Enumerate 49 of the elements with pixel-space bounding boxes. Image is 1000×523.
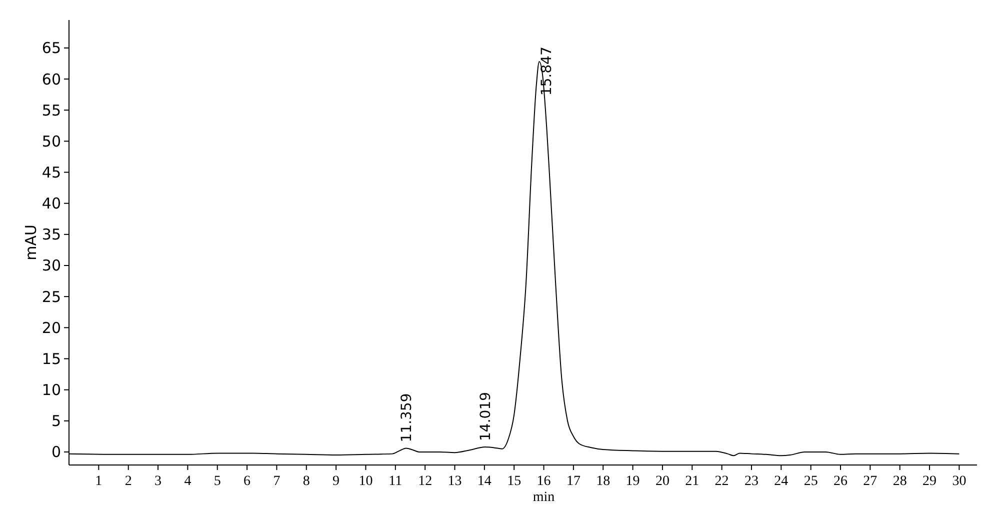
x-tick-label: 3 bbox=[154, 474, 162, 489]
x-tick-label: 28 bbox=[892, 474, 907, 489]
x-tick-label: 19 bbox=[626, 474, 640, 489]
x-tick-label: 12 bbox=[418, 474, 432, 489]
y-tick-label: 60 bbox=[42, 70, 61, 88]
x-tick-label: 26 bbox=[834, 474, 848, 489]
x-tick-label: 16 bbox=[536, 474, 551, 489]
y-tick-label: 20 bbox=[42, 318, 61, 337]
x-tick-label: 8 bbox=[302, 474, 310, 489]
annotation: 11.359 bbox=[399, 393, 416, 442]
x-tick-label: 17 bbox=[566, 474, 580, 489]
x-tick-label: 25 bbox=[804, 474, 818, 489]
y-tick-label: 25 bbox=[42, 288, 61, 306]
x-tick-label: 14 bbox=[477, 474, 492, 489]
x-tick-label: 1 bbox=[95, 474, 102, 489]
x-tick-label: 27 bbox=[863, 474, 878, 489]
x-tick-label: 11 bbox=[388, 474, 402, 489]
y-tick-label: 65 bbox=[42, 39, 61, 58]
x-tick-label: 24 bbox=[774, 474, 788, 489]
x-tick-label: 2 bbox=[124, 474, 132, 489]
x-tick-label: 7 bbox=[273, 474, 280, 489]
y-tick-label: 40 bbox=[42, 194, 61, 213]
y-tick-label: 45 bbox=[42, 164, 61, 182]
x-tick-label: 10 bbox=[358, 474, 373, 489]
x-tick-label: 23 bbox=[744, 474, 758, 489]
x-tick-label: 6 bbox=[244, 474, 251, 489]
y-tick-label: 10 bbox=[42, 381, 61, 400]
y-axis-title: mAU bbox=[22, 224, 40, 260]
y-tick-label: 5 bbox=[51, 412, 61, 430]
annotation: 15.847 bbox=[539, 46, 556, 96]
y-tick-label: 15 bbox=[42, 350, 61, 368]
x-tick-label: 30 bbox=[952, 474, 966, 489]
x-tick-label: 15 bbox=[507, 474, 522, 489]
x-tick-label: 4 bbox=[184, 474, 192, 489]
annotation: 14.019 bbox=[478, 392, 494, 441]
x-tick-label: 29 bbox=[922, 474, 937, 489]
x-axis-title: min bbox=[532, 490, 555, 505]
x-tick-label: 22 bbox=[714, 474, 729, 489]
x-tick-label: 9 bbox=[332, 474, 340, 489]
x-tick-label: 21 bbox=[685, 474, 700, 489]
x-tick-label: 20 bbox=[655, 474, 670, 489]
y-tick-label: 55 bbox=[42, 101, 61, 120]
x-tick-label: 18 bbox=[596, 474, 610, 489]
y-tick-label: 50 bbox=[42, 132, 61, 150]
y-tick-label: 0 bbox=[51, 443, 61, 462]
x-tick-label: 5 bbox=[214, 474, 221, 489]
y-tick-label: 35 bbox=[42, 226, 61, 244]
y-tick-label: 30 bbox=[42, 256, 61, 275]
x-tick-label: 13 bbox=[448, 474, 462, 489]
